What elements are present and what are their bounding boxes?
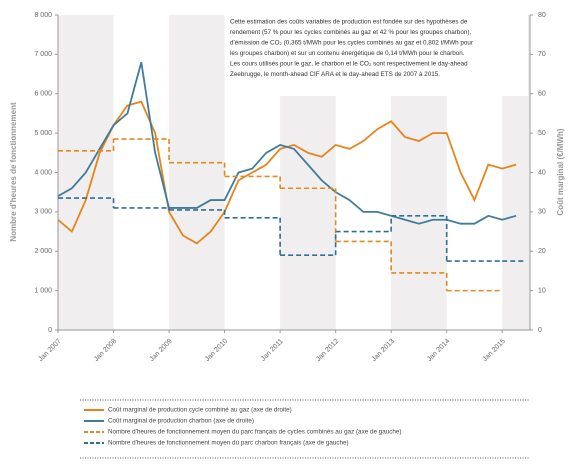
series-line	[57, 62, 517, 225]
annotation-line: Zeebrugge, le month-ahead CIF ARA et le …	[230, 71, 440, 78]
y-tick-label: 2 000	[34, 248, 52, 255]
y-tick-label: 3 000	[34, 209, 52, 216]
x-tick-label: Jan 2010	[204, 338, 229, 363]
y-tick-label: 4 000	[34, 169, 52, 176]
y2-tick-label: 20	[538, 248, 546, 255]
x-tick-label: Jan 2012	[315, 338, 340, 363]
y2-tick-label: 60	[538, 91, 546, 98]
x-tick-label: Jan 2013	[371, 338, 396, 363]
y-axis-label: Nombre d'heures de fonctionnement	[9, 102, 18, 242]
y2-tick-label: 70	[538, 51, 546, 58]
x-tick-label: Jan 2015	[482, 338, 507, 363]
y2-tick-label: 50	[538, 130, 546, 137]
y2-tick-label: 40	[538, 169, 546, 176]
year-band	[169, 15, 225, 330]
legend-label: Coût marginal de production charbon (axe…	[108, 418, 254, 425]
x-tick-label: Jan 2008	[93, 338, 118, 363]
y-tick-label: 5 000	[34, 130, 52, 137]
y-tick-label: 7 000	[34, 51, 52, 58]
legend-label: Nombre d'heures de fonctionnement moyen …	[108, 429, 401, 436]
annotation-line: Les cours utilisés pour le gaz, le charb…	[230, 61, 468, 68]
legend-label: Nombre d'heures de fonctionnement moyen …	[108, 440, 349, 447]
x-tick-label: Jan 2011	[260, 338, 285, 363]
y2-tick-label: 30	[538, 209, 546, 216]
annotation-line: rendement (57 % pour les cycles combinés…	[230, 29, 471, 36]
y-tick-label: 0	[48, 327, 52, 334]
y-tick-label: 8 000	[34, 12, 52, 19]
y2-axis-label: Coût marginal (€/MWh)	[556, 128, 565, 215]
annotation-box	[226, 14, 528, 96]
y-tick-label: 6 000	[34, 91, 52, 98]
annotation-line: d'émission de CO₂ (0,365 t/MWh pour les …	[230, 40, 473, 47]
x-tick-label: Jan 2014	[426, 338, 451, 363]
x-tick-label: Jan 2009	[148, 338, 173, 363]
x-tick-label: Jan 2007	[37, 338, 62, 363]
legend-label: Coût marginal de production cycle combin…	[108, 407, 292, 414]
annotation-line: les groupes charbon) et sur un contenu é…	[230, 50, 465, 57]
y2-tick-label: 10	[538, 287, 546, 294]
annotation-line: Cette estimation des coûts variables de …	[230, 19, 468, 26]
y-tick-label: 1 000	[34, 287, 52, 294]
y2-tick-label: 80	[538, 12, 546, 19]
y2-tick-label: 0	[538, 327, 542, 334]
